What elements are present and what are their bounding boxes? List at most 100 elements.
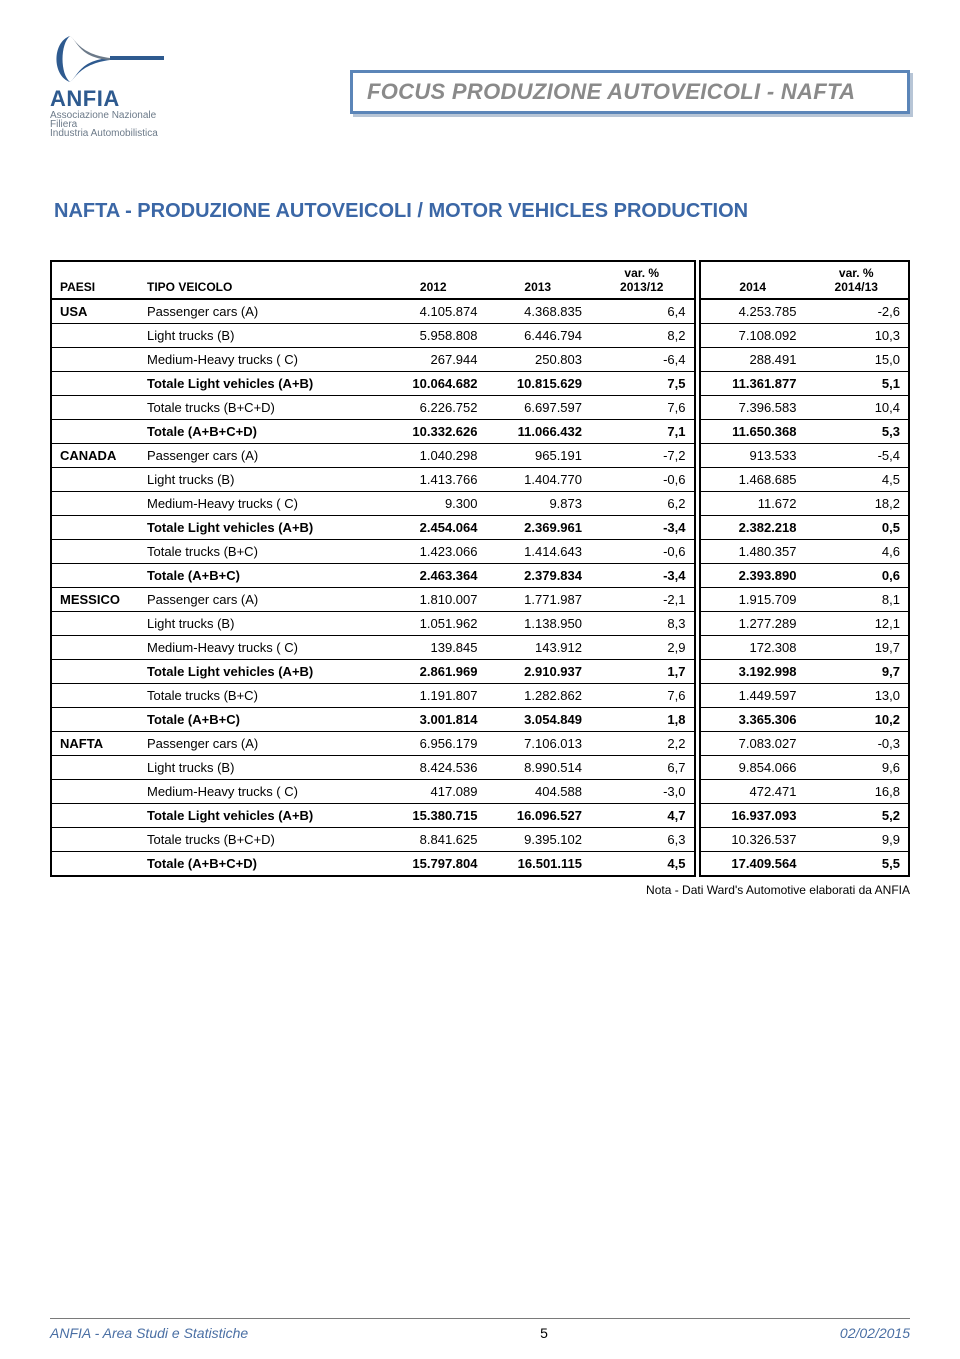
table-row: Totale trucks (B+C)1.423.0661.414.643-0,… <box>51 540 909 564</box>
country-cell <box>51 396 139 420</box>
num-cell: 472.471 <box>700 780 805 804</box>
country-cell <box>51 756 139 780</box>
country-cell: NAFTA <box>51 732 139 756</box>
num-cell: -3,0 <box>590 780 695 804</box>
num-cell: 1.051.962 <box>381 612 486 636</box>
tipo-cell: Passenger cars (A) <box>139 732 381 756</box>
country-cell <box>51 804 139 828</box>
num-cell: 1.810.007 <box>381 588 486 612</box>
th-2013: 2013 <box>486 261 591 299</box>
num-cell: 11.361.877 <box>700 372 805 396</box>
table-row: Totale (A+B+C)3.001.8143.054.8491,83.365… <box>51 708 909 732</box>
tipo-cell: Passenger cars (A) <box>139 444 381 468</box>
logo-name: ANFIA <box>50 86 230 112</box>
num-cell: 12,1 <box>805 612 910 636</box>
num-cell: -0,3 <box>805 732 910 756</box>
page-title-box: FOCUS PRODUZIONE AUTOVEICOLI - NAFTA <box>350 70 910 114</box>
table-row: Totale Light vehicles (A+B)10.064.68210.… <box>51 372 909 396</box>
num-cell: 7,5 <box>590 372 695 396</box>
table-row: Medium-Heavy trucks ( C)9.3009.8736,211.… <box>51 492 909 516</box>
num-cell: 0,6 <box>805 564 910 588</box>
table-row: Totale Light vehicles (A+B)15.380.71516.… <box>51 804 909 828</box>
num-cell: 4,5 <box>805 468 910 492</box>
num-cell: 15.380.715 <box>381 804 486 828</box>
logo-sub3: Industria Automobilistica <box>50 128 230 139</box>
num-cell: 1.480.357 <box>700 540 805 564</box>
num-cell: 4,6 <box>805 540 910 564</box>
num-cell: 7.396.583 <box>700 396 805 420</box>
data-source-note: Nota - Dati Ward's Automotive elaborati … <box>50 883 910 897</box>
num-cell: 1.915.709 <box>700 588 805 612</box>
th-2014: 2014 <box>700 261 805 299</box>
table-row: Light trucks (B)1.051.9621.138.9508,31.2… <box>51 612 909 636</box>
tipo-cell: Medium-Heavy trucks ( C) <box>139 492 381 516</box>
num-cell: 2.463.364 <box>381 564 486 588</box>
num-cell: 10.332.626 <box>381 420 486 444</box>
country-cell <box>51 420 139 444</box>
country-cell <box>51 708 139 732</box>
table-row: Light trucks (B)1.413.7661.404.770-0,61.… <box>51 468 909 492</box>
num-cell: 16.937.093 <box>700 804 805 828</box>
country-cell <box>51 660 139 684</box>
num-cell: 404.588 <box>486 780 591 804</box>
tipo-cell: Totale (A+B+C+D) <box>139 420 381 444</box>
num-cell: 6,7 <box>590 756 695 780</box>
num-cell: 6,3 <box>590 828 695 852</box>
num-cell: 2,2 <box>590 732 695 756</box>
country-cell <box>51 372 139 396</box>
tipo-cell: Totale trucks (B+C+D) <box>139 396 381 420</box>
country-cell <box>51 492 139 516</box>
num-cell: 16,8 <box>805 780 910 804</box>
num-cell: 288.491 <box>700 348 805 372</box>
num-cell: -2,6 <box>805 299 910 324</box>
table-row: MESSICOPassenger cars (A)1.810.0071.771.… <box>51 588 909 612</box>
tipo-cell: Light trucks (B) <box>139 612 381 636</box>
table-row: Totale Light vehicles (A+B)2.454.0642.36… <box>51 516 909 540</box>
num-cell: 17.409.564 <box>700 852 805 877</box>
num-cell: 2.369.961 <box>486 516 591 540</box>
th-2012: 2012 <box>381 261 486 299</box>
num-cell: 6,4 <box>590 299 695 324</box>
num-cell: 417.089 <box>381 780 486 804</box>
num-cell: 2.454.064 <box>381 516 486 540</box>
country-cell <box>51 612 139 636</box>
num-cell: 5,5 <box>805 852 910 877</box>
num-cell: -2,1 <box>590 588 695 612</box>
num-cell: 9.395.102 <box>486 828 591 852</box>
table-row: CANADAPassenger cars (A)1.040.298965.191… <box>51 444 909 468</box>
num-cell: 139.845 <box>381 636 486 660</box>
th-tipo: TIPO VEICOLO <box>139 261 381 299</box>
num-cell: 11.066.432 <box>486 420 591 444</box>
table-row: USAPassenger cars (A)4.105.8744.368.8356… <box>51 299 909 324</box>
country-cell: MESSICO <box>51 588 139 612</box>
num-cell: 6.697.597 <box>486 396 591 420</box>
num-cell: 18,2 <box>805 492 910 516</box>
num-cell: -5,4 <box>805 444 910 468</box>
num-cell: 16.501.115 <box>486 852 591 877</box>
num-cell: 7,6 <box>590 684 695 708</box>
num-cell: 19,7 <box>805 636 910 660</box>
num-cell: 1.191.807 <box>381 684 486 708</box>
num-cell: 6.956.179 <box>381 732 486 756</box>
num-cell: 7,1 <box>590 420 695 444</box>
num-cell: 1.771.987 <box>486 588 591 612</box>
num-cell: 1,7 <box>590 660 695 684</box>
num-cell: 2.382.218 <box>700 516 805 540</box>
num-cell: 9,6 <box>805 756 910 780</box>
num-cell: -0,6 <box>590 540 695 564</box>
th-paesi: PAESI <box>51 261 139 299</box>
th-var2: var. %2014/13 <box>805 261 910 299</box>
num-cell: 1.423.066 <box>381 540 486 564</box>
num-cell: 9.300 <box>381 492 486 516</box>
table-row: Totale (A+B+C)2.463.3642.379.834-3,42.39… <box>51 564 909 588</box>
num-cell: 965.191 <box>486 444 591 468</box>
table-row: NAFTAPassenger cars (A)6.956.1797.106.01… <box>51 732 909 756</box>
footer-left: ANFIA - Area Studi e Statistiche <box>50 1325 248 1341</box>
num-cell: 16.096.527 <box>486 804 591 828</box>
num-cell: 4,7 <box>590 804 695 828</box>
page-footer: ANFIA - Area Studi e Statistiche 5 02/02… <box>50 1318 910 1341</box>
tipo-cell: Passenger cars (A) <box>139 588 381 612</box>
logo: ANFIA Associazione Nazionale Filiera Ind… <box>50 34 230 139</box>
th-var1: var. %2013/12 <box>590 261 695 299</box>
num-cell: 7.108.092 <box>700 324 805 348</box>
